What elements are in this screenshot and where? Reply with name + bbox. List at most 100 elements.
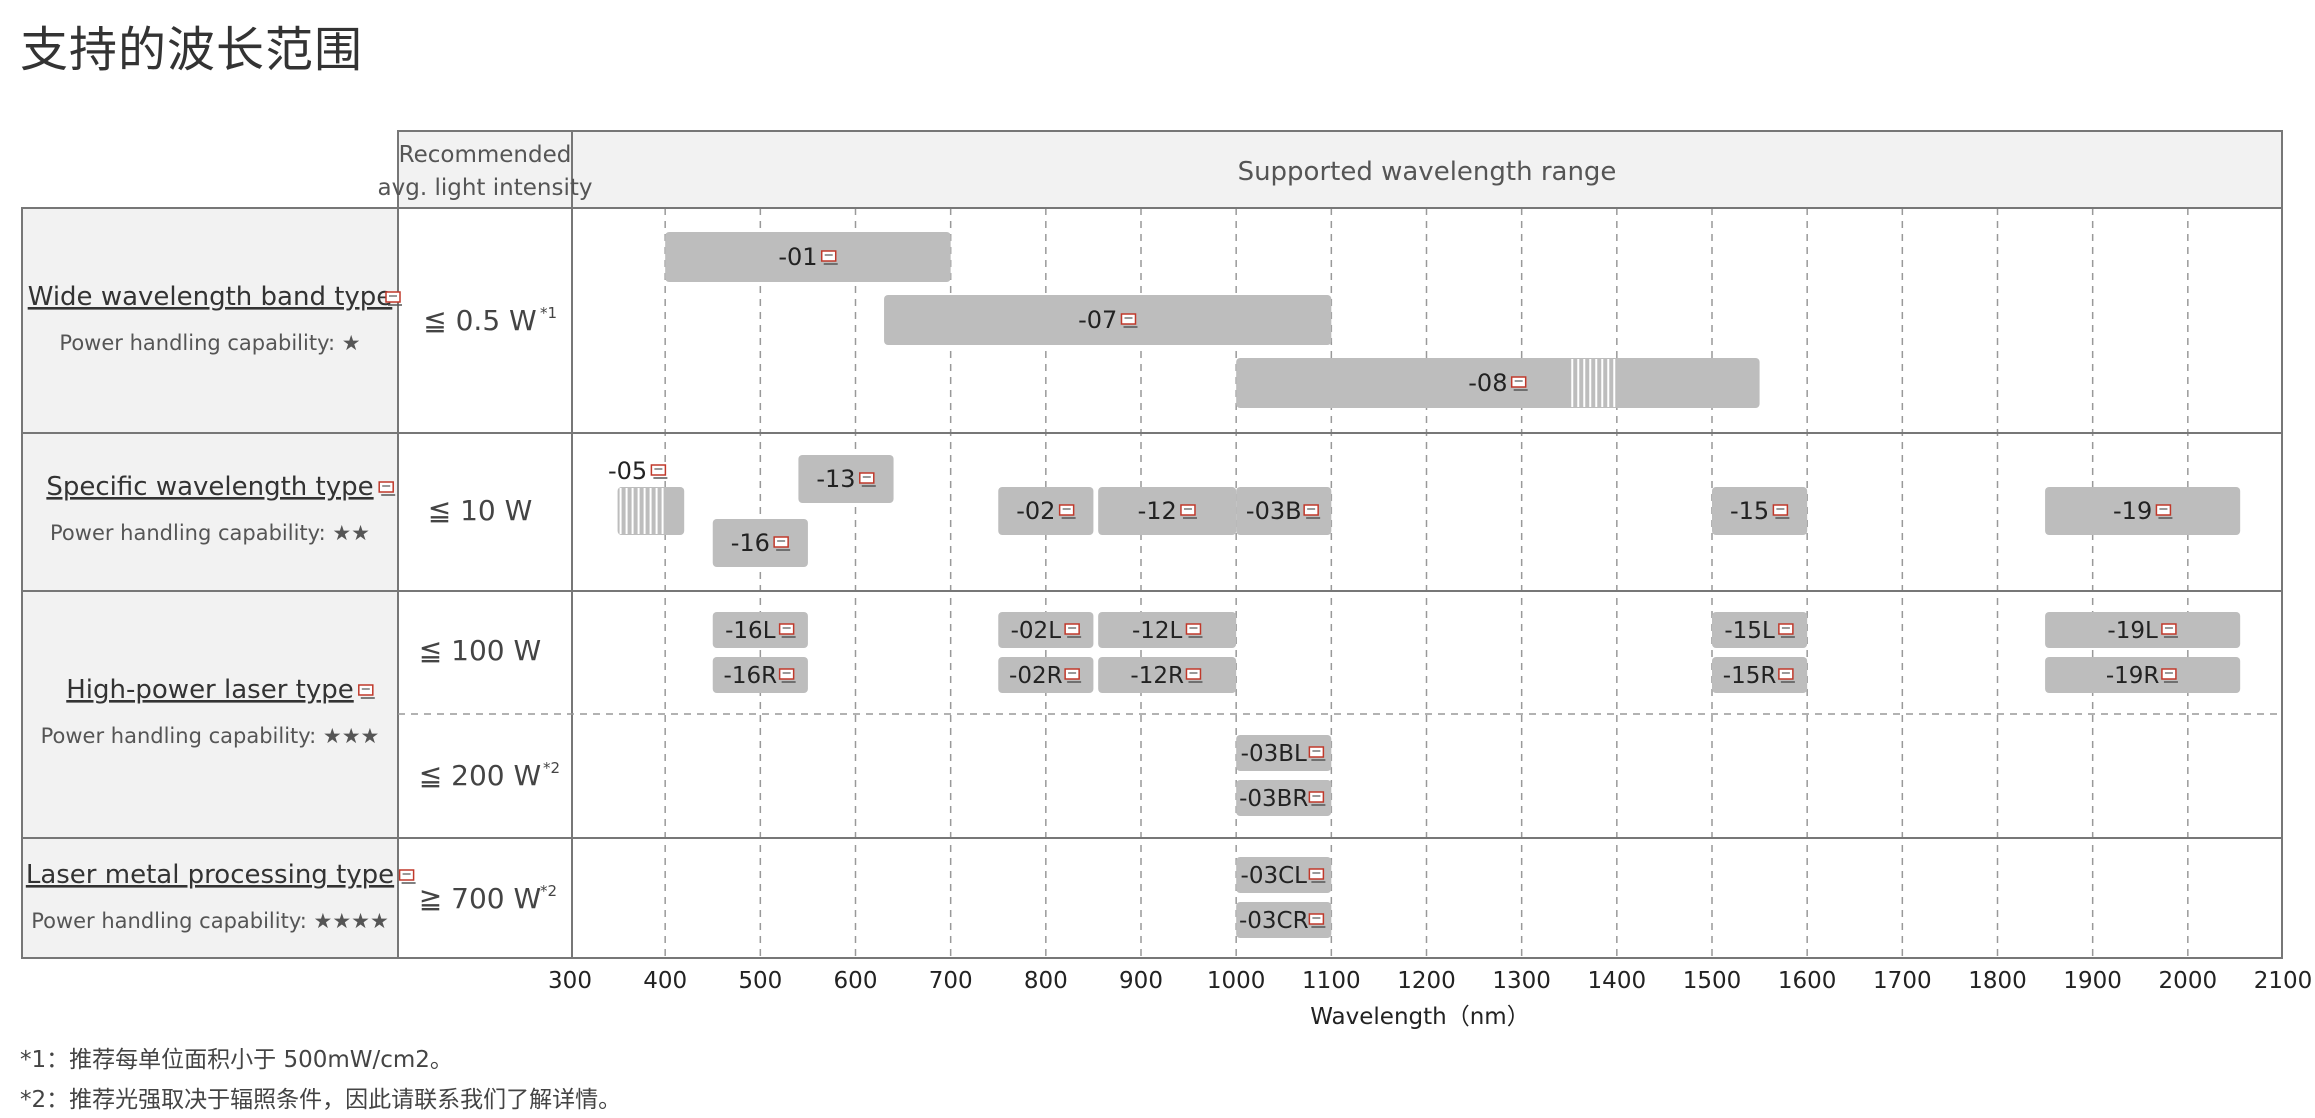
x-tick-label: 600 [834,968,878,994]
bar-01: -01 [665,232,951,282]
left-column-bg [22,208,398,958]
document-icon [1058,504,1076,519]
bar-label-03BL: -03BL [1241,741,1307,767]
intensity2-highpower: ≦ 200 W [419,759,541,792]
bar-16R: -16R [712,657,808,693]
bar-label-03BR: -03BR [1239,786,1308,812]
x-tick-label: 1300 [1492,968,1551,994]
footnote-1: *1：推荐每单位面积小于 500mW/cm2。 [20,1047,453,1073]
intensity-metal: ≧ 700 W [419,882,541,915]
bar-label-02: -02 [1016,497,1055,525]
document-icon [1120,313,1138,328]
x-tick-label: 1000 [1207,968,1266,994]
bar-08: -08 [1236,358,1760,408]
bar-16L: -16L [712,612,808,648]
document-icon [1778,668,1795,683]
bar-19: -19 [2045,487,2241,535]
x-tick-label: 1400 [1588,968,1647,994]
intensity-highpower: ≦ 100 W [419,634,541,667]
bar-16: -16 [712,519,808,567]
x-axis-label: Wavelength（nm） [1310,1004,1529,1030]
document-icon [1303,504,1321,519]
note-mark-wide: *1 [540,304,557,322]
document-icon [1064,623,1082,638]
bar-label-13: -13 [816,465,855,493]
row-name-highpower: High-power laser type [66,675,354,705]
document-icon [778,668,796,683]
document-icon [1772,504,1790,519]
wavelength-range-chart: Recommended avg. light intensity Supported… [21,130,2313,1030]
bar-19L: -19L [2045,612,2241,648]
document-icon [773,536,791,551]
document-icon [1064,668,1082,683]
document-icon [1778,623,1795,638]
header-row-bg [398,131,2282,208]
document-icon [1185,668,1203,683]
row-name-specific: Specific wavelength type [46,472,373,502]
bar-label-15: -15 [1730,497,1769,525]
row-name-wide: Wide wavelength band type [28,282,393,312]
document-icon [2161,623,2178,638]
bar-label-15L: -15L [1724,618,1775,644]
bar-12L: -12L [1098,612,1237,648]
bar-label-12R: -12R [1130,663,1184,689]
document-icon [1308,913,1326,928]
bar-07: -07 [884,295,1332,345]
bar-label-16: -16 [731,529,770,557]
x-tick-label: 800 [1024,968,1068,994]
bar-03BR: -03BR [1236,780,1332,816]
bar-label-08: -08 [1468,369,1507,397]
bar-label-03CR: -03CR [1239,908,1309,934]
bar-label-12: -12 [1138,497,1177,525]
capability-highpower: Power handling capability: ★★★ [41,724,380,748]
document-icon [859,472,876,487]
document-icon [358,684,375,699]
bar-02: -02 [998,487,1094,535]
note-mark2-highpower: *2 [543,759,560,777]
bar-03B: -03B [1236,487,1332,535]
bar-label-19R: -19R [2106,663,2160,689]
bar-03BL: -03BL [1236,735,1332,771]
document-icon [820,250,838,265]
bar-label-01: -01 [778,243,817,271]
x-tick-label: 300 [548,968,592,994]
x-tick-label: 1500 [1683,968,1742,994]
x-tick-label: 2100 [2254,968,2313,994]
bar-15: -15 [1712,487,1808,535]
bar-12: -12 [1098,487,1237,535]
bar-label-03B: -03B [1246,497,1302,525]
x-tick-label: 1100 [1302,968,1361,994]
bar-label-19: -19 [2113,497,2152,525]
page-title: 支持的波长范围 [20,22,364,78]
bar-03CR: -03CR [1236,902,1332,938]
bar-label-02R: -02R [1009,663,1063,689]
bar-label-16R: -16R [724,663,778,689]
document-icon [1510,376,1528,391]
document-icon [1308,746,1326,761]
bar-02R: -02R [998,657,1094,693]
bar-label-07: -07 [1078,306,1117,334]
bar-label-03CL: -03CL [1241,863,1308,889]
x-tick-label: 1700 [1873,968,1932,994]
header-intensity-line1: Recommended [399,142,572,168]
document-icon [1308,868,1326,883]
bar-05: -05 [608,457,685,535]
capability-metal: Power handling capability: ★★★★ [31,909,389,933]
bar-label-02L: -02L [1011,618,1062,644]
document-icon [2155,504,2173,519]
bar-13: -13 [798,455,894,503]
document-icon [398,869,416,884]
header-range: Supported wavelength range [1238,157,1617,187]
x-tick-label: 700 [929,968,973,994]
x-tick-label: 900 [1119,968,1163,994]
x-tick-label: 1900 [2063,968,2122,994]
footnote-2: *2：推荐光强取决于辐照条件，因此请联系我们了解详情。 [20,1087,622,1113]
bar-label-05: -05 [608,457,647,485]
x-tick-label: 1600 [1778,968,1837,994]
note-mark-metal: *2 [540,882,557,900]
header-intensity-line2: avg. light intensity [378,175,593,201]
bar-label-19L: -19L [2107,618,2158,644]
bar-label-15R: -15R [1723,663,1777,689]
capability-wide: Power handling capability: ★ [59,331,360,355]
document-icon [1185,623,1203,638]
